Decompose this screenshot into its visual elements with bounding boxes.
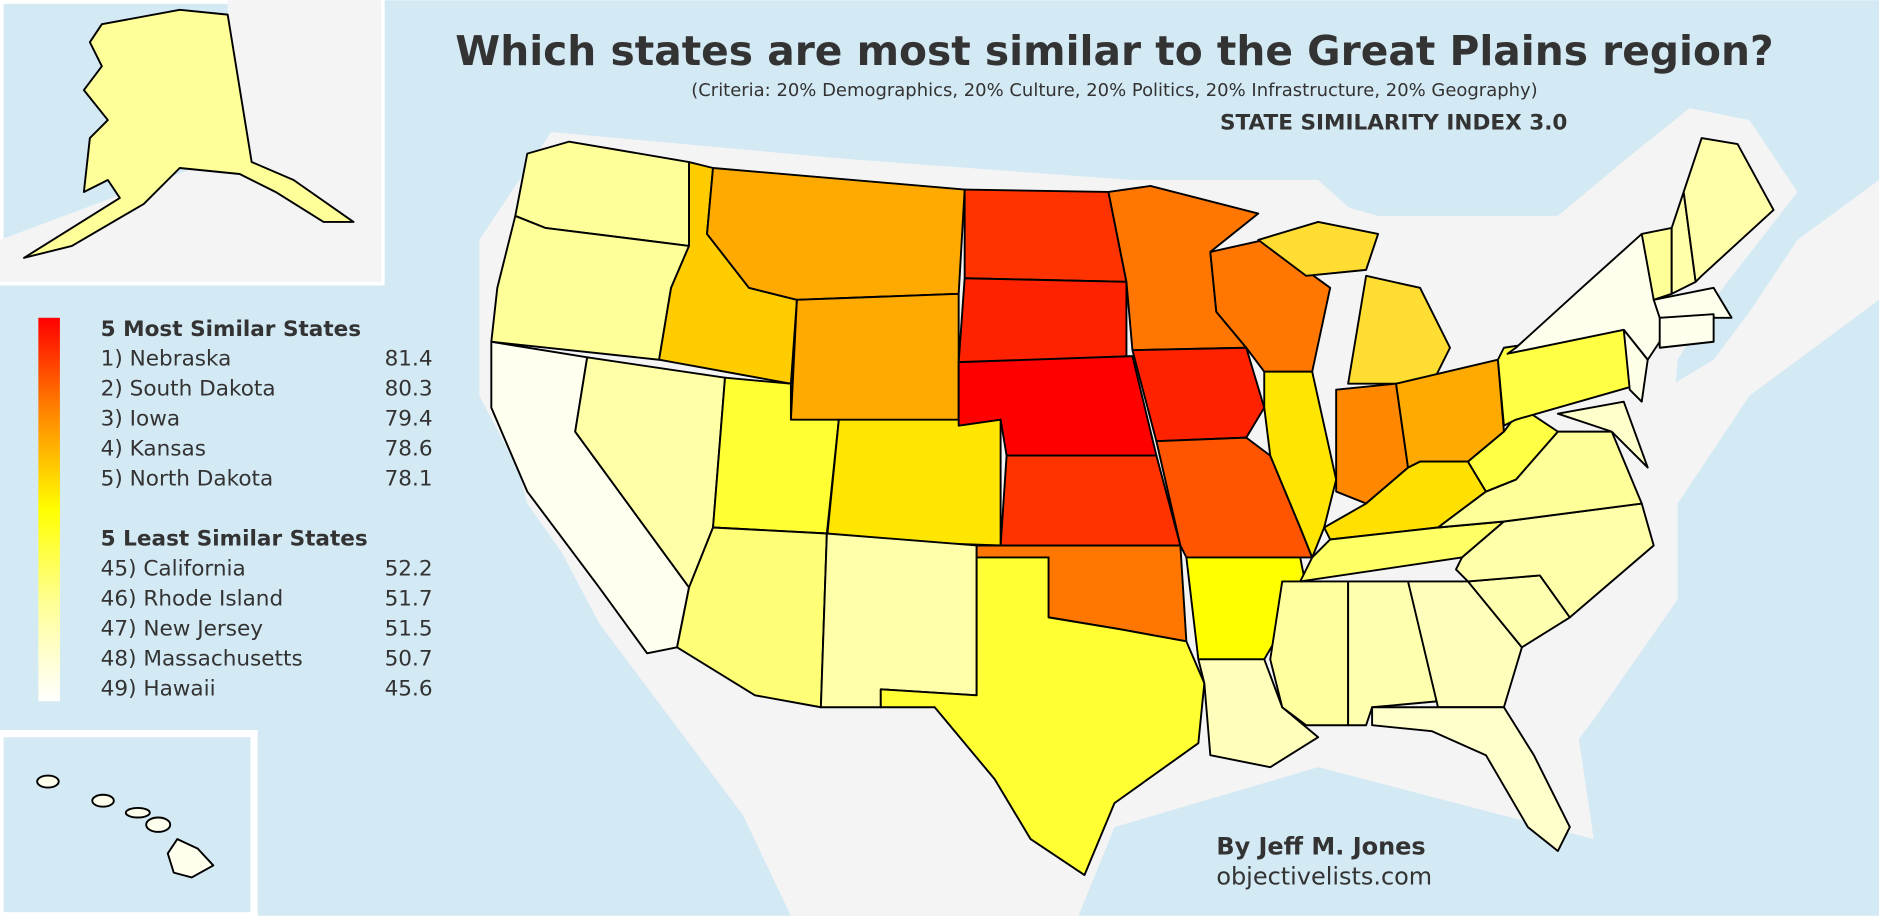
legend-item-value: 51.5 [385, 616, 433, 641]
legend-item-label: 4) Kansas [101, 437, 206, 462]
legend-item-label: 45) California [101, 556, 246, 581]
island [124, 806, 151, 819]
subtitle: (Criteria: 20% Demographics, 20% Culture… [691, 80, 1537, 101]
island [145, 816, 172, 833]
legend-item-value: 78.1 [385, 467, 433, 492]
legend-item-value: 80.3 [385, 377, 433, 402]
state [1467, 406, 1559, 493]
state [1652, 286, 1733, 319]
island [166, 838, 215, 879]
state [1682, 137, 1775, 283]
state [1622, 328, 1649, 403]
state [1556, 400, 1649, 469]
legend-item-value: 79.4 [385, 407, 433, 432]
state [1371, 706, 1571, 853]
legend-item-label: 46) Rhode Island [101, 586, 284, 611]
state [819, 532, 978, 709]
color-scale [38, 317, 60, 702]
legend-item-value: 52.2 [385, 556, 433, 581]
author: By Jeff M. Jones [1216, 833, 1425, 861]
state [963, 188, 1128, 283]
state [825, 418, 1002, 547]
land [0, 0, 382, 282]
state [1269, 580, 1350, 727]
state [999, 454, 1182, 547]
legend-item-value: 78.6 [385, 437, 433, 462]
state [1658, 313, 1715, 349]
legend-item-label: 48) Massachusetts [101, 646, 303, 671]
states [490, 137, 1775, 876]
state [1257, 220, 1380, 277]
state [706, 167, 966, 301]
title: Which states are most similar to the Gre… [455, 27, 1773, 75]
legend-heading: 5 Most Similar States [101, 317, 361, 342]
legend: 5 Most Similar States 1) Nebraska 81.4 2) S… [101, 317, 433, 702]
state [1197, 658, 1320, 769]
state [1131, 346, 1266, 443]
legend-item-value: 81.4 [385, 347, 433, 372]
legend-heading: 5 Least Similar States [101, 526, 368, 551]
state [23, 8, 355, 259]
legend-item-label: 1) Nebraska [101, 347, 232, 372]
legend-item-label: 2) South Dakota [101, 377, 276, 402]
legend-item-label: 3) Iowa [101, 407, 180, 432]
legend-item-label: 49) Hawaii [101, 676, 216, 701]
hawaii [36, 774, 215, 879]
legend-item-label: 47) New Jersey [101, 616, 264, 641]
site: objectivelists.com [1216, 863, 1432, 891]
legend-item-value: 51.7 [385, 586, 433, 611]
legend-item-value: 45.6 [385, 676, 433, 701]
state [879, 556, 1206, 876]
hawaii-inset [0, 730, 258, 916]
island [36, 774, 60, 789]
island [91, 793, 115, 808]
legend-item-value: 50.7 [385, 646, 433, 671]
legend-item-label: 5) North Dakota [101, 467, 274, 492]
state [957, 277, 1128, 367]
state [789, 292, 960, 427]
index-label: STATE SIMILARITY INDEX 3.0 [1220, 111, 1567, 136]
